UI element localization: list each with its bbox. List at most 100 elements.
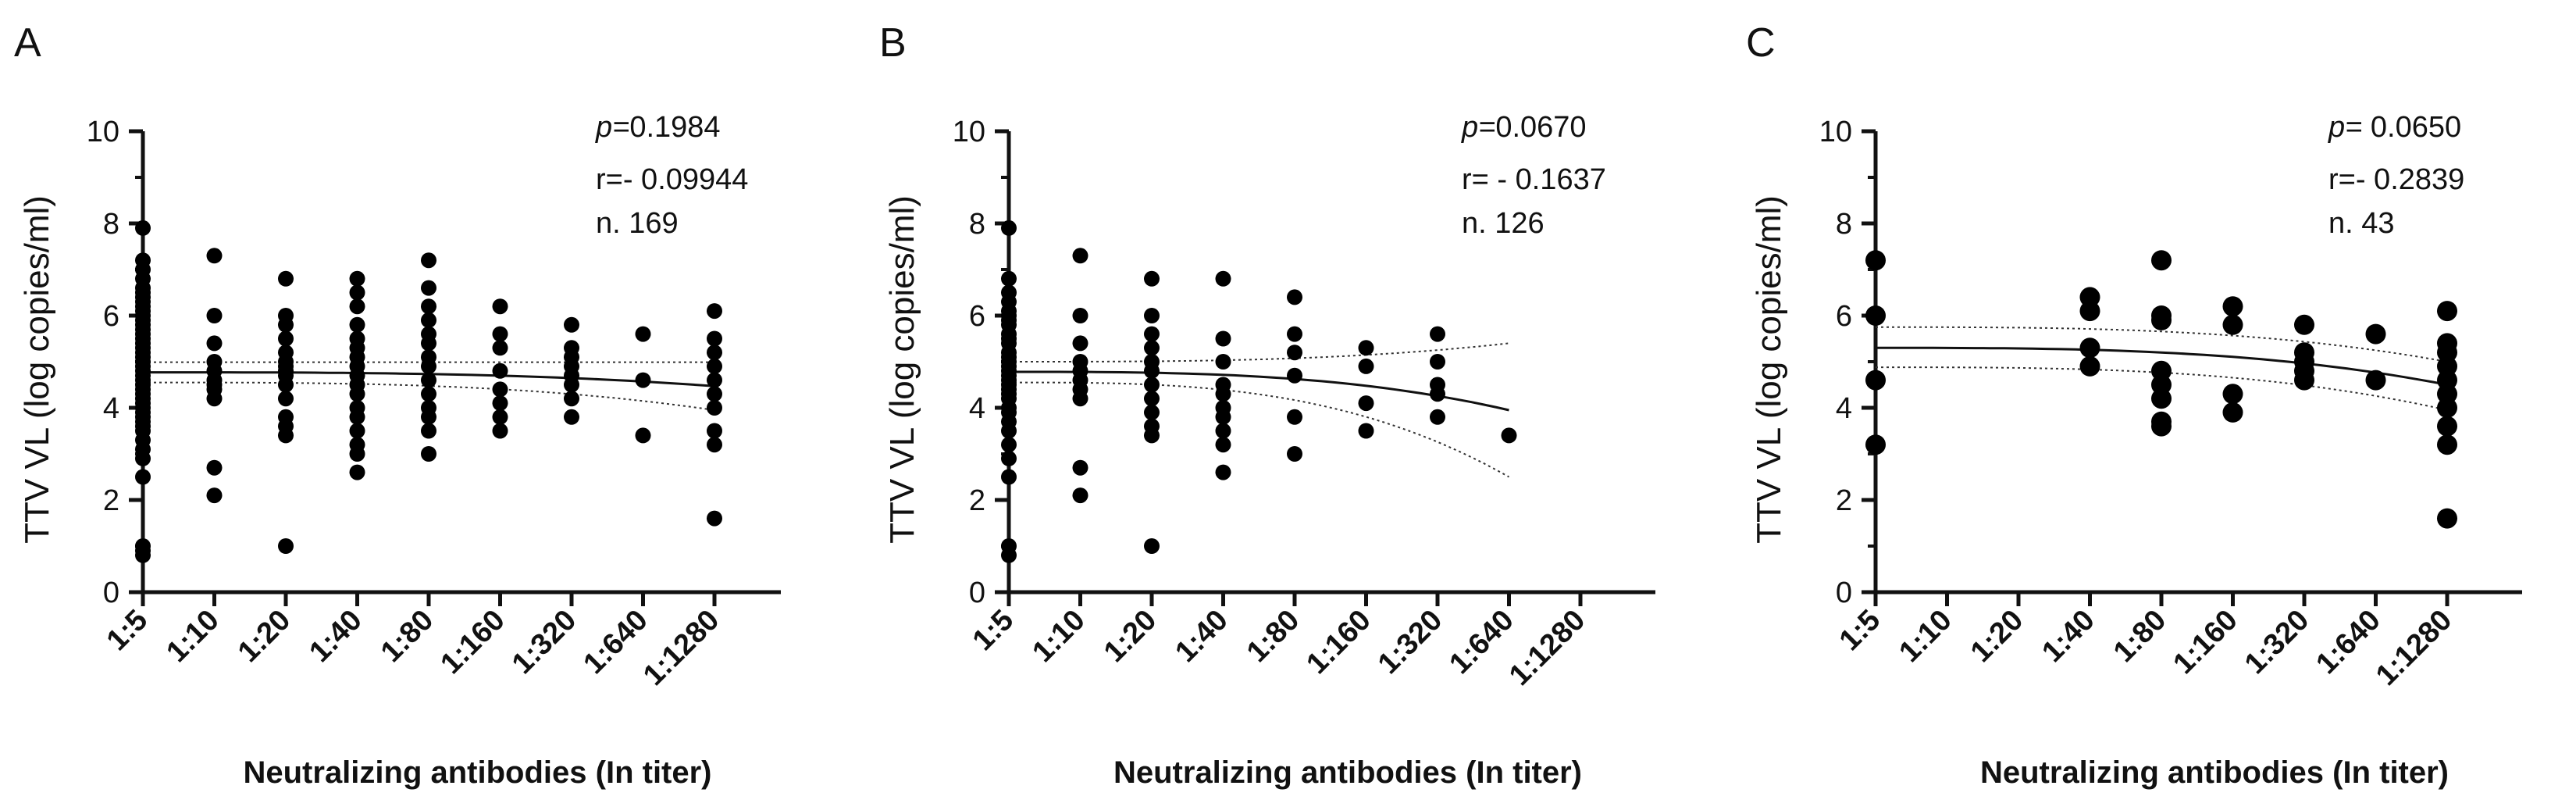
data-point	[564, 316, 579, 333]
data-point	[1144, 308, 1160, 323]
data-point	[206, 335, 223, 352]
stat-r-value: r= - 0.1637	[1462, 163, 1606, 196]
data-point	[1072, 335, 1088, 352]
data-point	[421, 349, 436, 366]
data-point	[1144, 377, 1160, 393]
data-point	[1144, 538, 1160, 554]
data-point	[1287, 446, 1302, 462]
data-point	[707, 400, 722, 416]
data-point	[349, 284, 365, 301]
data-point	[1144, 418, 1160, 434]
data-point	[1287, 409, 1302, 425]
data-point	[1144, 326, 1160, 342]
data-point	[1215, 330, 1231, 347]
data-point	[135, 220, 151, 236]
data-point	[135, 469, 151, 485]
y-tick-label: 0	[103, 577, 119, 609]
stat-n-value: n. 169	[596, 207, 679, 240]
data-point	[635, 326, 651, 342]
y-axis-title: TTV VL (log copies/ml)	[1750, 195, 1788, 544]
x-tick-label: 1:5	[101, 604, 155, 658]
data-point	[349, 298, 365, 315]
data-point	[1215, 377, 1231, 393]
y-axis-title: TTV VL (log copies/ml)	[18, 195, 56, 544]
x-axis-title: Neutralizing antibodies (In titer)	[1980, 755, 2449, 790]
x-tick-label: 1:5	[1833, 604, 1887, 658]
data-point	[564, 340, 579, 356]
y-axis-title: TTV VL (log copies/ml)	[883, 195, 921, 544]
panel-letter: A	[14, 20, 41, 66]
data-point	[1430, 354, 1445, 370]
data-point	[1072, 459, 1088, 476]
data-point	[349, 423, 365, 439]
data-point	[2151, 305, 2172, 326]
x-tick-label: 1:40	[303, 604, 368, 669]
y-tick-label: 2	[1836, 484, 1852, 517]
y-tick-label: 8	[969, 208, 985, 241]
data-point	[349, 464, 365, 480]
data-point	[1865, 250, 1886, 271]
data-point	[2079, 337, 2100, 359]
data-point	[206, 308, 223, 323]
data-point	[349, 437, 365, 453]
data-point	[1430, 326, 1445, 342]
data-point	[492, 340, 508, 356]
data-point	[492, 423, 508, 439]
data-point	[1215, 400, 1231, 416]
confidence-band-upper	[1009, 342, 1509, 362]
data-point	[1215, 270, 1231, 287]
data-point	[1358, 423, 1374, 439]
x-tick-label: 1:40	[1169, 604, 1234, 669]
y-tick-label: 0	[969, 577, 985, 609]
data-point	[1144, 340, 1160, 356]
y-tick-label: 10	[1819, 116, 1852, 148]
y-tick-label: 0	[1836, 577, 1852, 609]
data-point	[278, 538, 294, 554]
data-point	[707, 372, 722, 388]
data-point	[421, 298, 436, 315]
data-point	[564, 391, 579, 407]
y-tick-label: 2	[103, 484, 119, 517]
x-axis-title: Neutralizing antibodies (In titer)	[1113, 755, 1582, 790]
data-point	[1865, 434, 1886, 455]
stat-r-value: r=- 0.2839	[2328, 163, 2464, 196]
data-point	[135, 252, 151, 269]
data-point	[564, 409, 579, 425]
data-point	[1001, 437, 1017, 453]
data-point	[2222, 296, 2243, 317]
x-tick-label: 1:10	[160, 604, 225, 669]
data-point	[1001, 284, 1017, 301]
y-tick-label: 8	[1836, 208, 1852, 241]
data-point	[421, 280, 436, 296]
data-point	[1430, 409, 1445, 425]
x-tick-label: 1:160	[2167, 604, 2243, 680]
data-point	[1358, 395, 1374, 412]
data-point	[349, 330, 365, 347]
data-point	[349, 270, 365, 287]
data-point	[1215, 437, 1231, 453]
data-point	[1001, 469, 1017, 485]
data-point	[421, 446, 436, 462]
x-tick-label: 1:320	[506, 604, 583, 680]
data-point	[1215, 464, 1231, 480]
x-tick-label: 1:20	[1098, 604, 1163, 669]
data-point	[278, 391, 294, 407]
stat-p-value: p=0.0670	[1461, 111, 1587, 144]
data-point	[707, 358, 722, 374]
data-point	[2079, 355, 2100, 377]
x-tick-label: 1:20	[1965, 604, 2029, 669]
data-point	[278, 409, 294, 425]
data-point	[1072, 354, 1088, 370]
data-point	[2437, 301, 2457, 322]
data-point	[349, 400, 365, 416]
data-point	[206, 487, 223, 504]
data-point	[1287, 289, 1302, 305]
data-point	[206, 459, 223, 476]
y-tick-label: 4	[969, 392, 985, 425]
data-point	[421, 386, 436, 402]
data-point	[1072, 308, 1088, 323]
data-point	[1144, 270, 1160, 287]
x-tick-label: 1:160	[434, 604, 511, 680]
y-tick-label: 4	[103, 392, 119, 425]
